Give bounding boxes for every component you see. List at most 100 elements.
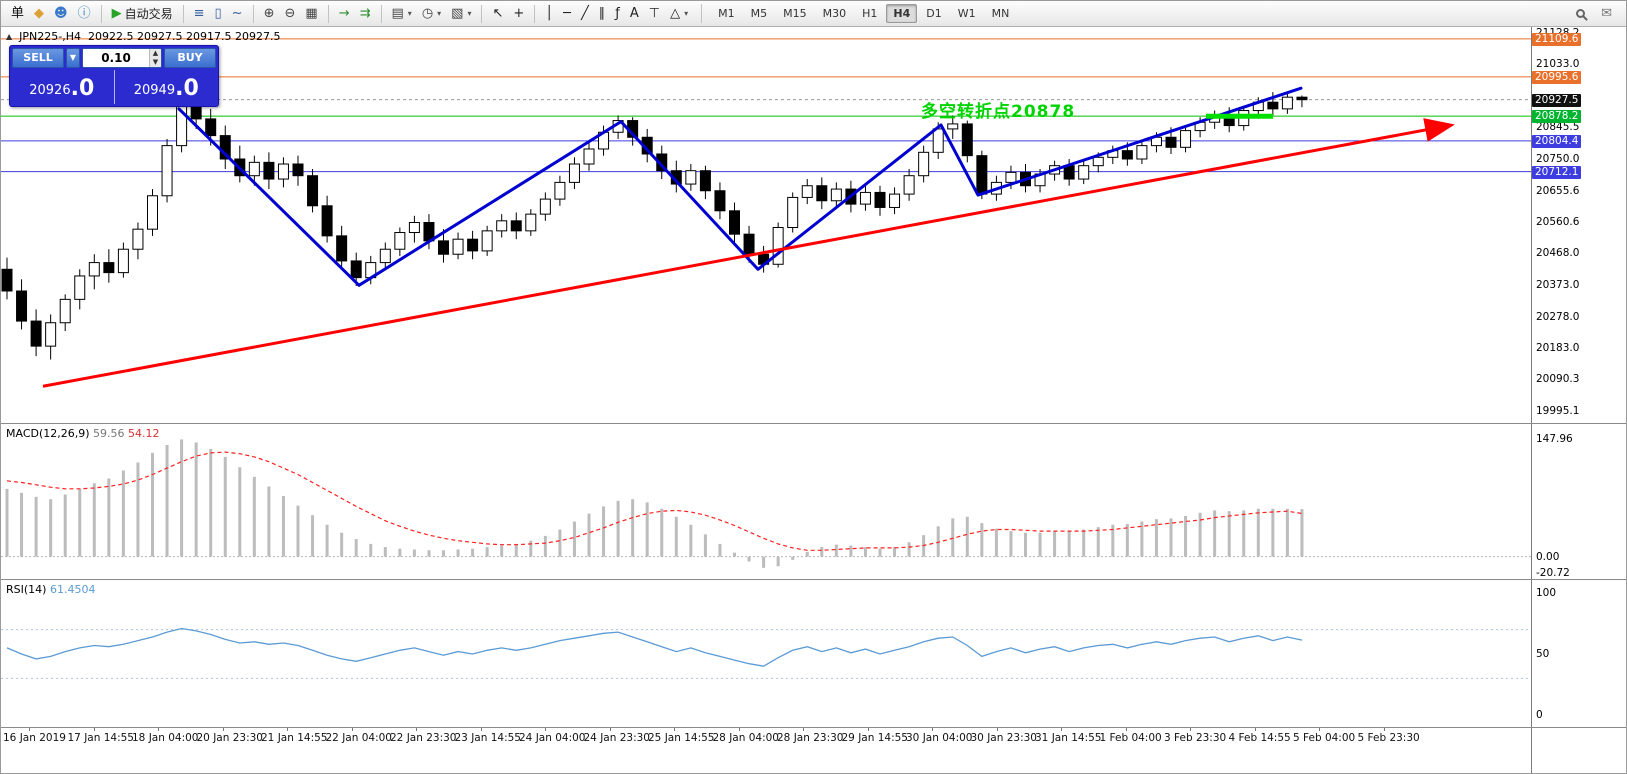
crosshair-icon: + xyxy=(513,6,525,21)
time-tick xyxy=(158,727,159,731)
chevron-down-icon[interactable]: ▾ xyxy=(684,9,689,18)
chevron-down-icon[interactable]: ▾ xyxy=(407,9,412,18)
lot-size-input[interactable] xyxy=(83,49,149,67)
time-label: 23 Jan 14:55 xyxy=(454,732,521,744)
time-label: 1 Feb 04:00 xyxy=(1099,732,1162,744)
price-chart[interactable] xyxy=(1,27,1531,423)
buy-button[interactable]: BUY xyxy=(164,48,216,68)
shapes-button[interactable]: △ ▾ xyxy=(665,4,693,24)
profiles-button[interactable]: ◷ ▾ xyxy=(417,4,446,24)
time-tick xyxy=(222,727,224,731)
rsi-value: 61.4504 xyxy=(49,583,96,596)
new-order-button[interactable]: 单 xyxy=(6,4,29,24)
collapse-icon[interactable]: ▲ xyxy=(6,32,13,41)
new-chart-button[interactable]: ▤ ▾ xyxy=(387,4,417,24)
timeframe-toolbar: M1 M5 M15 M30 H1 H4 D1 W1 MN xyxy=(701,4,1017,23)
zoom-out-icon: ⊖ xyxy=(284,6,296,21)
timeframe-m1-button[interactable]: M1 xyxy=(718,7,735,20)
templates-button[interactable]: ▧ ▾ xyxy=(446,4,476,24)
time-tick xyxy=(1125,727,1127,731)
rsi-axis-label: 0 xyxy=(1536,708,1543,721)
time-label: 22 Jan 04:00 xyxy=(325,732,392,744)
vertical-line-button[interactable]: │ xyxy=(540,4,558,24)
chevron-down-icon[interactable]: ▾ xyxy=(467,9,472,18)
timeframe-m5-button[interactable]: M5 xyxy=(750,7,768,20)
sell-price-display[interactable]: 20926.0 xyxy=(10,70,115,104)
lot-increase-button[interactable]: ▲ xyxy=(152,49,159,57)
candlestick-chart-button[interactable]: ▯ xyxy=(210,4,227,24)
timeframe-m30-button[interactable]: M30 xyxy=(822,7,847,20)
price-label: 20183.0 xyxy=(1536,342,1580,355)
autotrading-icon: ▶ xyxy=(111,6,122,21)
lot-spinner: ▲ ▼ xyxy=(149,49,161,67)
accounts-icon[interactable]: ☻ xyxy=(49,4,73,24)
time-tick xyxy=(1319,727,1320,731)
autotrading-button[interactable]: ▶ 自动交易 xyxy=(107,4,178,24)
toolbar-right: ✉ xyxy=(1571,4,1623,24)
time-axis[interactable]: 16 Jan 2019 17 Jan 14:55 18 Jan 04:00 20 Ja… xyxy=(1,727,1531,747)
panel-separator[interactable] xyxy=(1,579,1626,580)
toolbar-separator xyxy=(481,4,483,23)
auto-scroll-icon: → xyxy=(338,6,350,21)
horizontal-line-button[interactable]: ─ xyxy=(558,4,576,24)
vertical-line-icon: │ xyxy=(545,6,554,21)
timeframe-w1-button[interactable]: W1 xyxy=(957,7,976,20)
crosshair-button[interactable]: + xyxy=(508,4,529,24)
time-tick xyxy=(93,727,95,731)
text-icon: A xyxy=(629,6,639,21)
tile-windows-button[interactable]: ▦ xyxy=(300,4,322,24)
chevron-down-icon: ▼ xyxy=(69,53,77,62)
cursor-button[interactable]: ↖ xyxy=(487,4,508,24)
sell-button[interactable]: SELL xyxy=(12,48,64,68)
chart-window-icon[interactable]: ◆ xyxy=(29,4,49,24)
bar-chart-button[interactable]: ≡ xyxy=(189,4,210,24)
messages-button[interactable]: ✉ xyxy=(1596,4,1617,24)
templates-icon: ▧ xyxy=(451,6,464,21)
time-tick xyxy=(803,727,804,731)
main-toolbar: 单 ◆ ☻ ⓘ ▶ 自动交易 ≡ ▯ ~ ⊕ ⊖ ▦ → ⇉ ▤ ▾ ◷ ▾ ▧ ▾ ↖ + │ ─ ╱ ∥ ƒ A ⊤ △ ▾ M1 M5 M… xyxy=(1,1,1626,27)
text-label-icon: ⊤ xyxy=(648,6,661,21)
text-button[interactable]: A xyxy=(625,4,644,24)
info-icon[interactable]: ⓘ xyxy=(73,4,96,24)
time-tick xyxy=(738,727,740,731)
chart-area[interactable]: ▲ JPN225-,H4 20922.5 20927.5 20917.5 209… xyxy=(1,27,1531,773)
timeframe-h1-button[interactable]: H1 xyxy=(862,7,878,20)
time-label: 30 Jan 23:30 xyxy=(970,732,1037,744)
line-chart-button[interactable]: ~ xyxy=(227,4,248,24)
panel-separator[interactable] xyxy=(1,423,1626,424)
price-level-badge: 20878.2 xyxy=(1532,110,1582,124)
lot-decrease-button[interactable]: ▼ xyxy=(152,58,159,66)
timeframe-h4-button[interactable]: H4 xyxy=(886,4,918,23)
price-axis[interactable]: 21128.221033.020845.520750.020655.620560… xyxy=(1531,27,1626,773)
trendline-button[interactable]: ╱ xyxy=(576,4,594,24)
zoom-out-button[interactable]: ⊖ xyxy=(279,4,300,24)
price-label: 20373.0 xyxy=(1536,278,1580,291)
time-label: 17 Jan 14:55 xyxy=(67,732,134,744)
price-level-badge: 20995.6 xyxy=(1532,70,1582,84)
buy-price-display[interactable]: 20949.0 xyxy=(133,76,199,101)
bar-chart-icon: ≡ xyxy=(193,6,205,21)
channel-button[interactable]: ∥ xyxy=(594,4,611,24)
timeframe-mn-button[interactable]: MN xyxy=(991,7,1010,20)
auto-scroll-button[interactable]: → xyxy=(334,4,355,24)
current-price-badge: 20927.5 xyxy=(1532,93,1582,107)
profiles-icon: ◷ xyxy=(421,6,434,21)
rsi-panel[interactable] xyxy=(1,581,1531,727)
timeframe-m15-button[interactable]: M15 xyxy=(783,7,807,20)
chart-shift-button[interactable]: ⇉ xyxy=(355,4,376,24)
search-button[interactable] xyxy=(1571,4,1590,24)
time-label: 5 Feb 04:00 xyxy=(1293,732,1356,744)
time-label: 4 Feb 14:55 xyxy=(1228,732,1291,744)
lot-size-field: ▲ ▼ xyxy=(82,48,162,68)
fibonacci-icon: ƒ xyxy=(615,6,620,21)
trade-options-caret[interactable]: ▼ xyxy=(66,48,80,68)
text-label-button[interactable]: ⊤ xyxy=(644,4,665,24)
new-order-icon: 单 xyxy=(11,6,25,21)
time-label: 29 Jan 14:55 xyxy=(841,732,908,744)
shapes-icon: △ xyxy=(670,6,681,21)
timeframe-d1-button[interactable]: D1 xyxy=(926,7,942,20)
chevron-down-icon[interactable]: ▾ xyxy=(437,9,442,18)
macd-panel[interactable] xyxy=(1,425,1531,579)
fibonacci-button[interactable]: ƒ xyxy=(610,4,625,24)
zoom-in-button[interactable]: ⊕ xyxy=(259,4,280,24)
